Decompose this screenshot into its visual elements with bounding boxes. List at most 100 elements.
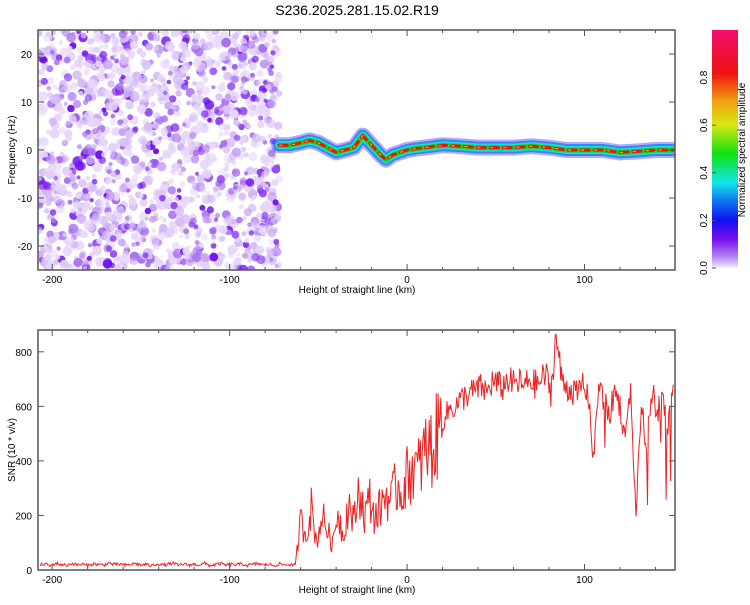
noise-cell [223,130,229,136]
noise-cell [217,251,222,256]
noise-cell [267,133,273,139]
noise-cell [141,69,147,75]
noise-cell [67,92,77,102]
noise-cell [201,144,210,153]
noise-cell [207,117,212,123]
noise-cell [158,215,164,221]
noise-cell [239,37,248,46]
noise-cell [271,246,282,257]
noise-cell [101,152,107,158]
y-tick-label: 20 [21,50,33,61]
noise-cell [233,71,239,76]
noise-cell [219,107,224,112]
noise-cell [272,199,279,206]
x-tick-label: -100 [220,275,240,286]
noise-cell [139,181,147,189]
noise-cell [109,223,117,231]
noise-cell [124,47,131,54]
noise-cell [82,219,92,229]
noise-cell [66,191,73,198]
noise-cell [71,182,79,190]
noise-cell [167,108,174,116]
noise-cell [117,238,126,247]
noise-cell [120,74,126,80]
noise-cell [254,97,260,102]
noise-cell [167,178,175,185]
noise-cell [248,109,256,117]
noise-cell [181,130,191,140]
noise-cell [99,117,104,122]
noise-cell [176,99,182,106]
noise-cell [209,252,219,262]
noise-cell [263,115,272,124]
noise-cell [138,94,148,104]
noise-cell [38,151,45,160]
noise-cell [142,252,149,259]
noise-cell [186,76,190,80]
noise-cell [196,249,203,256]
noise-cell [144,207,152,215]
noise-cell [153,148,159,155]
noise-cell [177,206,182,211]
noise-cell [261,211,269,220]
noise-cell [161,85,166,90]
noise-cell [101,230,111,240]
noise-cell [145,42,154,51]
noise-cell [91,232,96,237]
noise-cell [260,36,266,42]
noise-cell [130,155,140,164]
noise-cell [49,151,54,156]
noise-cell [151,228,157,233]
noise-cell [201,168,212,179]
noise-cell [162,149,169,156]
noise-cell [260,170,269,179]
noise-cell [95,189,100,195]
colorbar-gradient [712,30,738,268]
noise-cell [156,53,161,58]
noise-cell [91,212,100,221]
noise-cell [199,185,207,194]
noise-cell [95,121,102,127]
noise-cell [47,92,53,98]
noise-cell [58,127,66,135]
noise-cell [232,32,240,40]
noise-cell [273,238,280,245]
noise-cell [211,234,217,240]
noise-cell [183,228,190,235]
noise-cell [196,227,203,234]
noise-cell [63,73,73,82]
noise-cell [102,111,109,117]
noise-cell [70,174,77,180]
noise-cell [131,174,139,182]
noise-cell [122,254,127,259]
noise-cell [45,199,52,206]
spectrogram-xlabel: Height of straight line (km) [299,285,416,296]
noise-cell [237,186,242,191]
noise-cell [238,204,244,210]
noise-cell [102,146,110,154]
noise-cell [194,141,201,148]
noise-cell [182,122,187,127]
noise-cell [167,186,176,195]
noise-cell [207,111,216,120]
noise-cell [137,31,143,37]
noise-cell [218,131,224,137]
y-tick-label: 800 [15,348,32,359]
noise-cell [87,38,94,45]
noise-cell [63,56,71,64]
noise-cell [91,47,97,53]
noise-cell [44,189,53,198]
noise-cell [66,45,73,52]
noise-cell [60,184,67,191]
noise-cell [190,179,197,185]
noise-cell [267,191,277,202]
noise-cell [245,178,255,187]
noise-cell [46,130,51,135]
noise-cell [214,217,219,222]
x-tick-label: 0 [404,275,410,286]
noise-cell [46,77,55,85]
noise-cell [231,168,241,177]
noise-cell [209,227,217,235]
noise-cell [256,78,266,88]
noise-cell [233,185,238,190]
